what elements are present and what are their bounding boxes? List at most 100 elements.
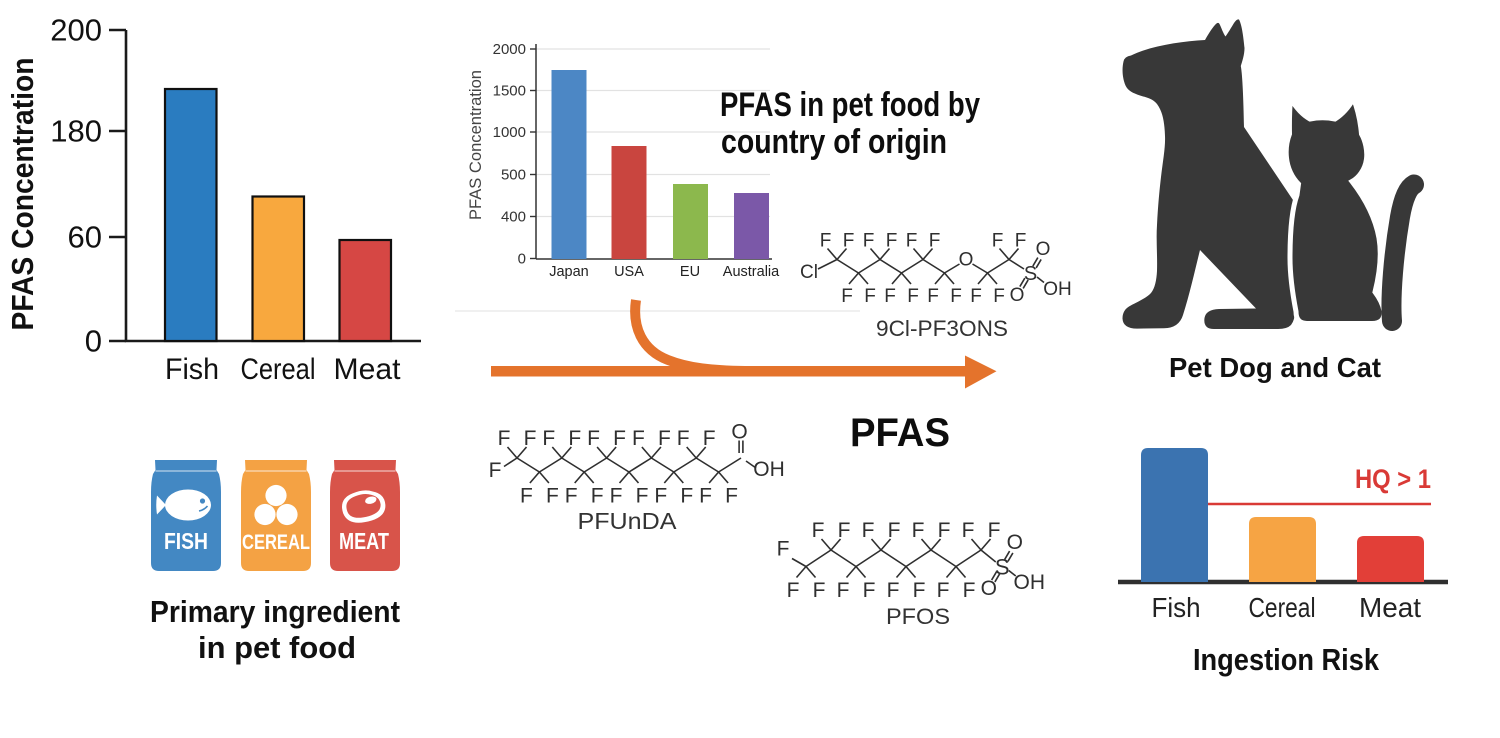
svg-text:OH: OH — [1014, 571, 1046, 594]
svg-text:F: F — [907, 286, 919, 307]
svg-text:1500: 1500 — [493, 83, 526, 100]
svg-text:F: F — [862, 519, 875, 542]
svg-text:200: 200 — [50, 13, 102, 48]
svg-text:F: F — [888, 519, 901, 542]
svg-text:F: F — [524, 427, 537, 450]
svg-text:Cereal: Cereal — [241, 353, 316, 386]
svg-text:F: F — [542, 427, 555, 450]
svg-text:F: F — [591, 485, 604, 508]
svg-text:O: O — [981, 577, 997, 600]
svg-text:S: S — [995, 554, 1010, 579]
svg-text:F: F — [963, 579, 976, 602]
svg-text:F: F — [970, 286, 982, 307]
svg-text:PFAS Concentration: PFAS Concentration — [467, 70, 485, 220]
svg-text:F: F — [610, 485, 623, 508]
svg-text:F: F — [498, 427, 511, 450]
svg-text:country of origin: country of origin — [721, 123, 947, 161]
svg-text:OH: OH — [1043, 279, 1072, 300]
svg-text:F: F — [843, 231, 855, 252]
svg-text:USA: USA — [614, 264, 644, 280]
svg-text:F: F — [837, 579, 850, 602]
svg-text:Fish: Fish — [165, 353, 219, 386]
svg-text:F: F — [950, 286, 962, 307]
svg-text:PFOS: PFOS — [886, 604, 950, 629]
svg-text:in pet food: in pet food — [198, 630, 356, 665]
svg-text:Meat: Meat — [334, 353, 402, 386]
svg-text:60: 60 — [68, 220, 102, 255]
svg-text:CEREAL: CEREAL — [242, 531, 310, 554]
svg-text:400: 400 — [501, 209, 526, 226]
svg-text:F: F — [725, 485, 738, 508]
svg-text:F: F — [546, 485, 559, 508]
svg-text:Cereal: Cereal — [1249, 592, 1316, 623]
svg-text:F: F — [489, 459, 502, 482]
svg-text:2000: 2000 — [493, 41, 526, 58]
svg-text:O: O — [1007, 531, 1023, 554]
svg-text:F: F — [812, 519, 825, 542]
svg-text:MEAT: MEAT — [339, 528, 389, 554]
svg-text:FISH: FISH — [164, 528, 208, 554]
svg-text:F: F — [587, 427, 600, 450]
svg-text:F: F — [632, 427, 645, 450]
svg-text:F: F — [677, 427, 690, 450]
svg-text:180: 180 — [50, 114, 102, 149]
svg-text:F: F — [841, 286, 853, 307]
svg-text:F: F — [703, 427, 716, 450]
svg-text:PFUnDA: PFUnDA — [578, 508, 678, 534]
svg-text:F: F — [938, 519, 951, 542]
svg-text:F: F — [863, 579, 876, 602]
svg-text:F: F — [993, 286, 1005, 307]
svg-text:Ingestion Risk: Ingestion Risk — [1193, 642, 1380, 677]
svg-text:F: F — [913, 579, 926, 602]
svg-text:F: F — [813, 579, 826, 602]
svg-text:F: F — [927, 286, 939, 307]
svg-text:Meat: Meat — [1359, 592, 1421, 623]
svg-text:F: F — [820, 231, 832, 252]
svg-text:S: S — [1024, 263, 1037, 285]
svg-text:F: F — [613, 427, 626, 450]
svg-text:500: 500 — [501, 167, 526, 184]
svg-text:9Cl-PF3ONS: 9Cl-PF3ONS — [876, 316, 1008, 341]
svg-text:F: F — [912, 519, 925, 542]
svg-text:O: O — [731, 421, 747, 444]
svg-text:F: F — [658, 427, 671, 450]
svg-text:Japan: Japan — [549, 264, 589, 280]
svg-text:0: 0 — [518, 251, 526, 268]
svg-text:F: F — [886, 231, 898, 252]
svg-text:F: F — [699, 485, 712, 508]
svg-text:F: F — [565, 485, 578, 508]
svg-text:F: F — [988, 519, 1001, 542]
svg-text:F: F — [937, 579, 950, 602]
svg-text:O: O — [959, 250, 974, 271]
svg-text:F: F — [636, 485, 649, 508]
svg-text:F: F — [929, 231, 941, 252]
svg-text:0: 0 — [85, 324, 102, 359]
svg-text:Fish: Fish — [1152, 592, 1201, 623]
svg-text:F: F — [777, 538, 790, 561]
svg-text:PFAS: PFAS — [850, 411, 950, 455]
svg-text:Cl: Cl — [800, 262, 818, 283]
svg-text:F: F — [884, 286, 896, 307]
svg-text:F: F — [568, 427, 581, 450]
svg-text:F: F — [680, 485, 693, 508]
svg-text:F: F — [838, 519, 851, 542]
svg-text:PFAS Concentration: PFAS Concentration — [5, 58, 40, 331]
svg-text:F: F — [906, 231, 918, 252]
svg-text:F: F — [1015, 231, 1027, 252]
svg-text:F: F — [654, 485, 667, 508]
svg-text:PFAS in pet food by: PFAS in pet food by — [720, 86, 980, 124]
svg-text:F: F — [992, 231, 1004, 252]
svg-text:EU: EU — [680, 264, 700, 280]
svg-text:OH: OH — [753, 458, 785, 481]
svg-text:F: F — [863, 231, 875, 252]
svg-text:F: F — [520, 485, 533, 508]
svg-text:Australia: Australia — [723, 264, 780, 280]
svg-text:HQ > 1: HQ > 1 — [1355, 464, 1431, 494]
svg-text:Pet Dog and Cat: Pet Dog and Cat — [1169, 352, 1381, 383]
svg-text:F: F — [887, 579, 900, 602]
svg-text:F: F — [962, 519, 975, 542]
svg-text:Primary ingredient: Primary ingredient — [150, 594, 400, 629]
svg-text:1000: 1000 — [493, 124, 526, 141]
svg-text:O: O — [1036, 239, 1051, 260]
svg-text:F: F — [787, 579, 800, 602]
